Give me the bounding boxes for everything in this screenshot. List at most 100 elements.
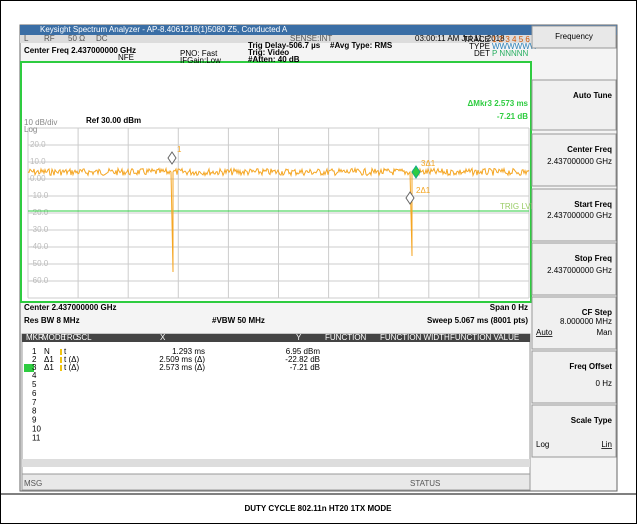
table-row-number: 5 <box>32 380 37 389</box>
det-value: P NNNNN <box>492 49 529 58</box>
atten: #Atten: 40 dB <box>248 55 300 64</box>
y-label: 0.00 <box>30 174 46 183</box>
table-row-number: 9 <box>32 416 37 425</box>
trace-indicator <box>60 349 62 355</box>
title-bar <box>20 25 617 35</box>
table-cell: 6.95 dBm <box>286 347 321 356</box>
cf-man[interactable]: Man <box>596 328 612 337</box>
scale: 10 dB/div <box>24 118 57 127</box>
table-header: MKR <box>26 333 44 342</box>
avg-type: #Avg Type: RMS <box>330 41 393 50</box>
datetime: 03:00:11 AM Jul 11, 2018 <box>415 34 505 43</box>
y-label: 10.0 <box>30 157 46 166</box>
center-freq[interactable] <box>531 133 617 187</box>
footer-rbw: Res BW 8 MHz <box>24 316 80 325</box>
det-label: DET <box>474 49 490 58</box>
footer-center: Center 2.437000000 GHz <box>24 303 117 312</box>
ifgain: IFGain:Low <box>180 56 221 65</box>
table-header: FUNCTION VALUE <box>450 333 519 342</box>
table-row-number: 7 <box>32 398 37 407</box>
ref-level: Ref 30.00 dBm <box>86 116 141 125</box>
y-label: -60.0 <box>30 276 49 285</box>
table-cell: Δ1 <box>44 363 54 372</box>
table-header: FUNCTION <box>325 333 367 342</box>
trig: Trig: Video <box>248 48 289 57</box>
table-cell: N <box>44 347 50 356</box>
table-cell: -22.82 dB <box>285 355 320 364</box>
table-cell: 1 <box>32 347 37 356</box>
table-row-number: 8 <box>32 407 37 416</box>
auto-tune-label[interactable]: Auto Tune <box>573 91 613 100</box>
footer-span: Span 0 Hz <box>490 303 528 312</box>
log: Log <box>24 125 37 134</box>
scale-lin[interactable]: Lin <box>601 440 612 449</box>
stop-freq-label[interactable]: Stop Freq <box>575 254 612 263</box>
caption: DUTY CYCLE 802.11n HT20 1TX MODE <box>244 504 392 513</box>
y-label: -10.0 <box>30 191 49 200</box>
menu-title-label: Frequency <box>555 32 593 41</box>
menu-title <box>531 25 617 49</box>
freq-offset-value: 0 Hz <box>596 379 612 388</box>
toolbar-item: RF <box>44 34 55 43</box>
freq-offset[interactable] <box>531 350 617 404</box>
y-label: -30.0 <box>30 225 49 234</box>
status-status: STATUS <box>410 479 440 488</box>
readout-line1: ΔMkr3 2.573 ms <box>468 99 529 108</box>
table-header: TRC <box>62 333 79 342</box>
table-cell: 2 <box>32 355 37 364</box>
table-row-number: 11 <box>32 433 41 442</box>
trace-indicator <box>60 365 62 371</box>
plot: 20.0 10.0 0.00 -10.0 -20.0 -30.0 -40.0 -50.0 -60… <box>27 127 536 299</box>
marker-3 <box>411 165 421 179</box>
marker-3-label: 3Δ1 <box>421 159 436 168</box>
marker-2 <box>405 191 415 205</box>
marker-table <box>21 333 531 475</box>
footer-vbw: #VBW 50 MHz <box>212 316 265 325</box>
table-cell: 3 <box>32 363 37 372</box>
cf-step-value: 8.000000 MHz <box>560 317 612 326</box>
trace-label: TRACE <box>463 35 490 44</box>
table-header: X <box>160 333 166 342</box>
start-freq-label[interactable]: Start Freq <box>574 200 612 209</box>
scale-type[interactable] <box>531 404 617 458</box>
table-cell: 2.509 ms (Δ) <box>159 355 205 364</box>
y-label: -40.0 <box>30 242 49 251</box>
table-row-number: 4 <box>32 371 37 380</box>
scale-log[interactable]: Log <box>536 440 549 449</box>
freq-offset-label[interactable]: Freq Offset <box>569 362 612 371</box>
toolbar <box>20 35 531 43</box>
trig-level-label: TRIG LVL <box>500 202 536 211</box>
trig-delay: Trig Delay-506.7 µs <box>248 41 321 50</box>
cf-auto[interactable]: Auto <box>536 328 553 337</box>
table-row-number: 6 <box>32 389 37 398</box>
stop-freq[interactable] <box>531 242 617 296</box>
stop-freq-value: 2.437000000 GHz <box>547 266 612 275</box>
nfe: NFE <box>118 53 134 62</box>
cf-step[interactable] <box>531 296 617 350</box>
table-header-bg <box>22 334 530 342</box>
window-title: Keysight Spectrum Analyzer - AP-8.406121… <box>40 25 288 34</box>
start-freq[interactable] <box>531 188 617 242</box>
table-cell: Δ1 <box>44 355 54 364</box>
type-value: WWWWWW <box>492 42 538 51</box>
table-cell: t (Δ) <box>64 363 79 372</box>
toolbar-item: SENSE:INT <box>290 34 332 43</box>
center-freq-value: 2.437000000 GHz <box>547 157 612 166</box>
pno: PNO: Fast <box>180 49 218 58</box>
table-header: MODE <box>42 333 66 342</box>
table-cell: t <box>64 347 67 356</box>
y-label: -50.0 <box>30 259 49 268</box>
scale-type-label[interactable]: Scale Type <box>571 416 613 425</box>
table-cell: -7.21 dB <box>290 363 320 372</box>
table-header: SCL <box>76 333 92 342</box>
table-cell: 2.573 ms (Δ) <box>159 363 205 372</box>
scrollbar <box>22 459 530 467</box>
status-msg: MSG <box>24 479 42 488</box>
y-label: -20.0 <box>30 208 49 217</box>
auto-tune[interactable] <box>531 79 617 131</box>
table-row-number: 10 <box>32 425 41 434</box>
center-freq: Center Freq 2.437000000 GHz <box>24 46 136 55</box>
cf-step-label[interactable]: CF Step <box>582 308 612 317</box>
center-freq-label[interactable]: Center Freq <box>567 145 612 154</box>
